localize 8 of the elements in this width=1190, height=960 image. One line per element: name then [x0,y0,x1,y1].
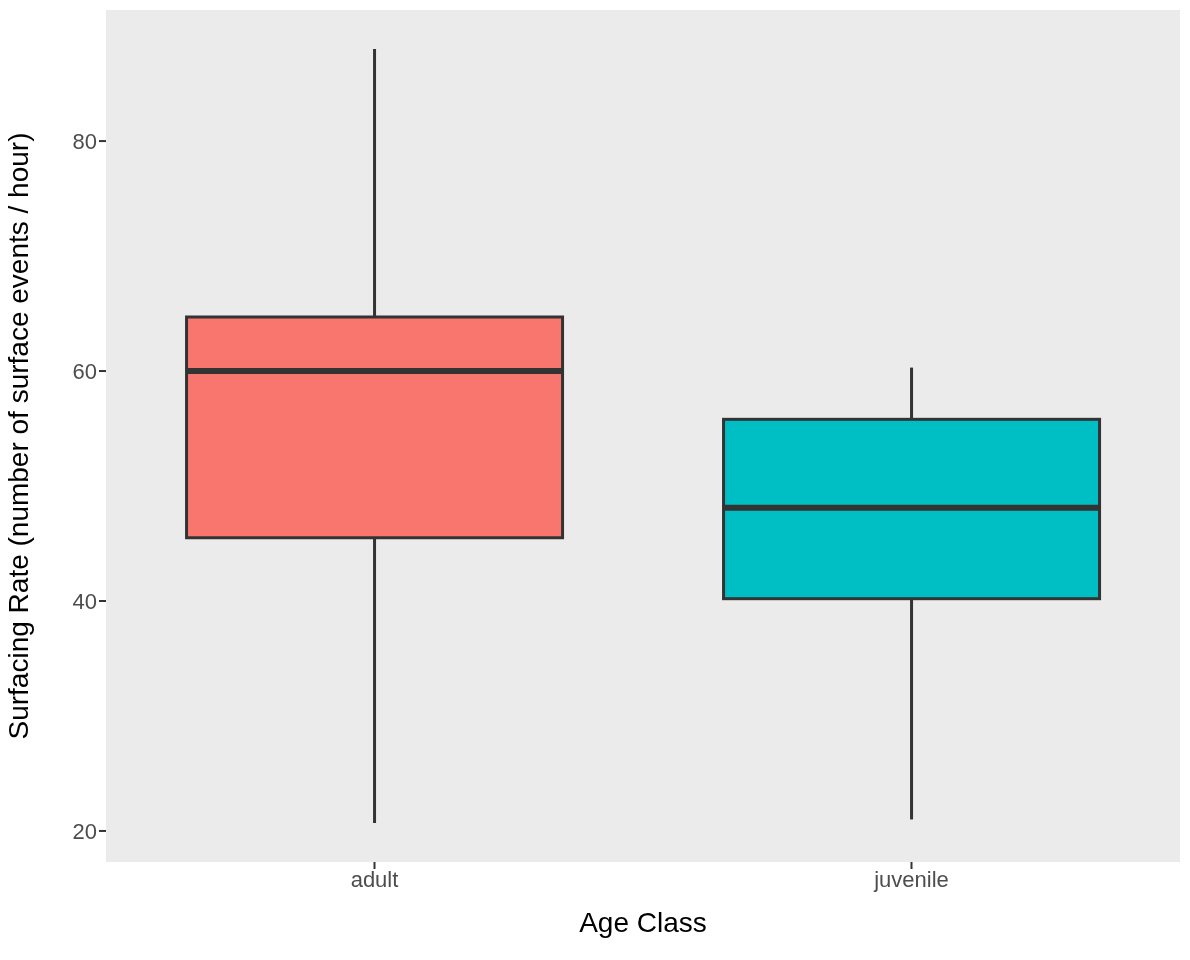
y-tick-label: 40 [72,588,97,614]
y-tick-label: 80 [72,128,97,154]
x-tick-label: adult [350,866,399,892]
y-tick-label: 20 [72,818,97,844]
y-tick-label: 60 [72,358,97,384]
y-axis-title: Surfacing Rate (number of surface events / hour) [2,132,34,740]
x-tick-label: juvenile [873,866,949,892]
x-axis-title: Age Class [579,907,707,938]
